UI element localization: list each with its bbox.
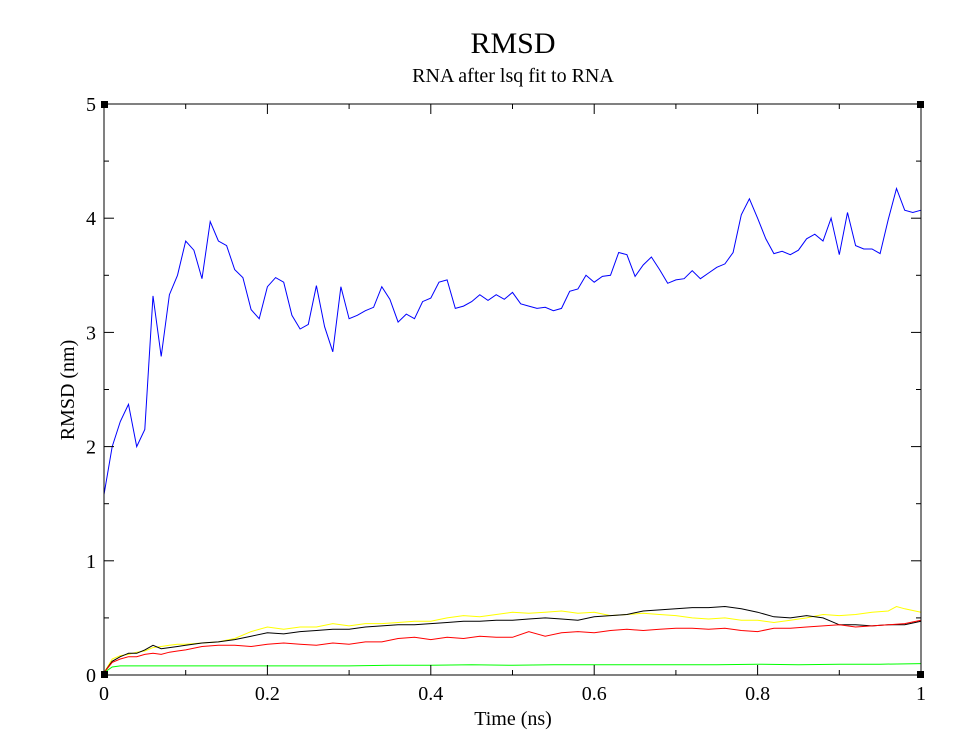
series-line-2 (103, 605, 922, 673)
series-line-3 (103, 605, 922, 673)
x-tick-label: 0.4 (418, 683, 443, 705)
series-line-5 (103, 663, 922, 674)
x-tick-label: 0.6 (582, 683, 607, 705)
x-tick-label: 0.8 (745, 683, 770, 705)
x-axis-label: Time (ns) (474, 708, 552, 730)
y-tick-label: 5 (86, 94, 96, 116)
y-tick-label: 4 (86, 208, 96, 230)
x-tick-label: 0.2 (255, 683, 280, 705)
series-line-1 (103, 186, 922, 495)
corner-handle-top-right (917, 101, 924, 108)
chart-title: RMSD (470, 27, 555, 60)
x-tick-label: 1 (916, 683, 926, 705)
corner-handle-top-left (101, 101, 108, 108)
y-tick-label: 0 (86, 665, 96, 687)
series-layer (103, 186, 922, 674)
y-axis-label: RMSD (nm) (57, 340, 79, 441)
y-tick-label: 1 (86, 551, 96, 573)
plot-frame (103, 103, 922, 676)
corner-handle-bottom-right (917, 671, 924, 678)
y-tick-label: 2 (86, 437, 96, 459)
x-tick-label: 0 (99, 683, 109, 705)
corner-handle-bottom-left (101, 671, 108, 678)
ticks-layer: 0 0.2 0.4 0.6 0.8 1 0 1 2 3 4 5 (86, 94, 926, 705)
y-tick-label: 3 (86, 322, 96, 344)
chart-subtitle: RNA after lsq fit to RNA (412, 65, 614, 87)
series-line-4 (103, 619, 922, 674)
corner-handles (101, 101, 924, 678)
